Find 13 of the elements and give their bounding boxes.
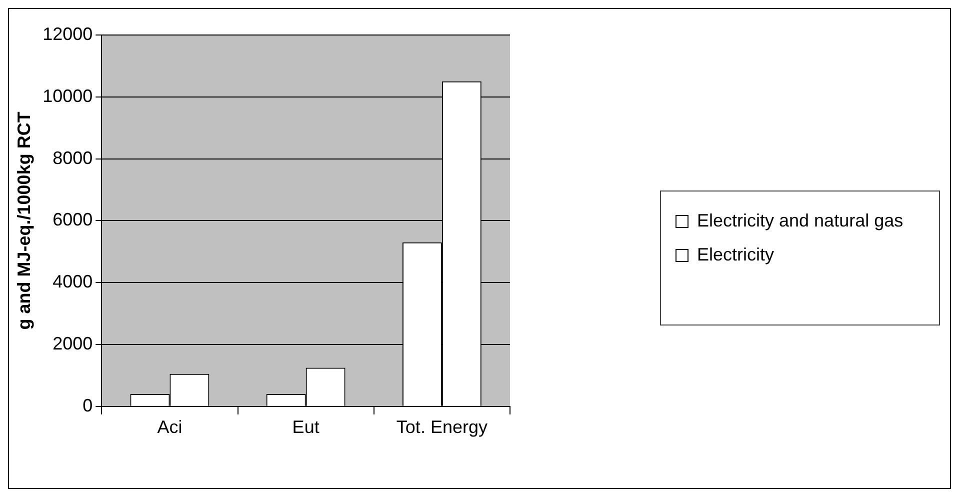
y-axis-title: g and MJ-eq./1000kg RCT	[14, 112, 34, 330]
y-tick-label: 6000	[52, 210, 93, 230]
y-tick-label: 12000	[42, 24, 93, 44]
y-tick-label: 0	[82, 395, 93, 416]
x-tick-label: Eut	[292, 417, 320, 438]
legend-label: Electricity and natural gas	[697, 210, 904, 230]
y-tick-label: 8000	[52, 148, 93, 168]
y-tick-label: 4000	[52, 272, 93, 292]
legend-label: Electricity	[697, 244, 774, 264]
y-tick-label: 2000	[52, 333, 93, 354]
y-tick-label: 10000	[42, 86, 93, 106]
x-tick-label: Aci	[157, 417, 182, 438]
x-tick-label: Tot. Energy	[396, 417, 488, 438]
